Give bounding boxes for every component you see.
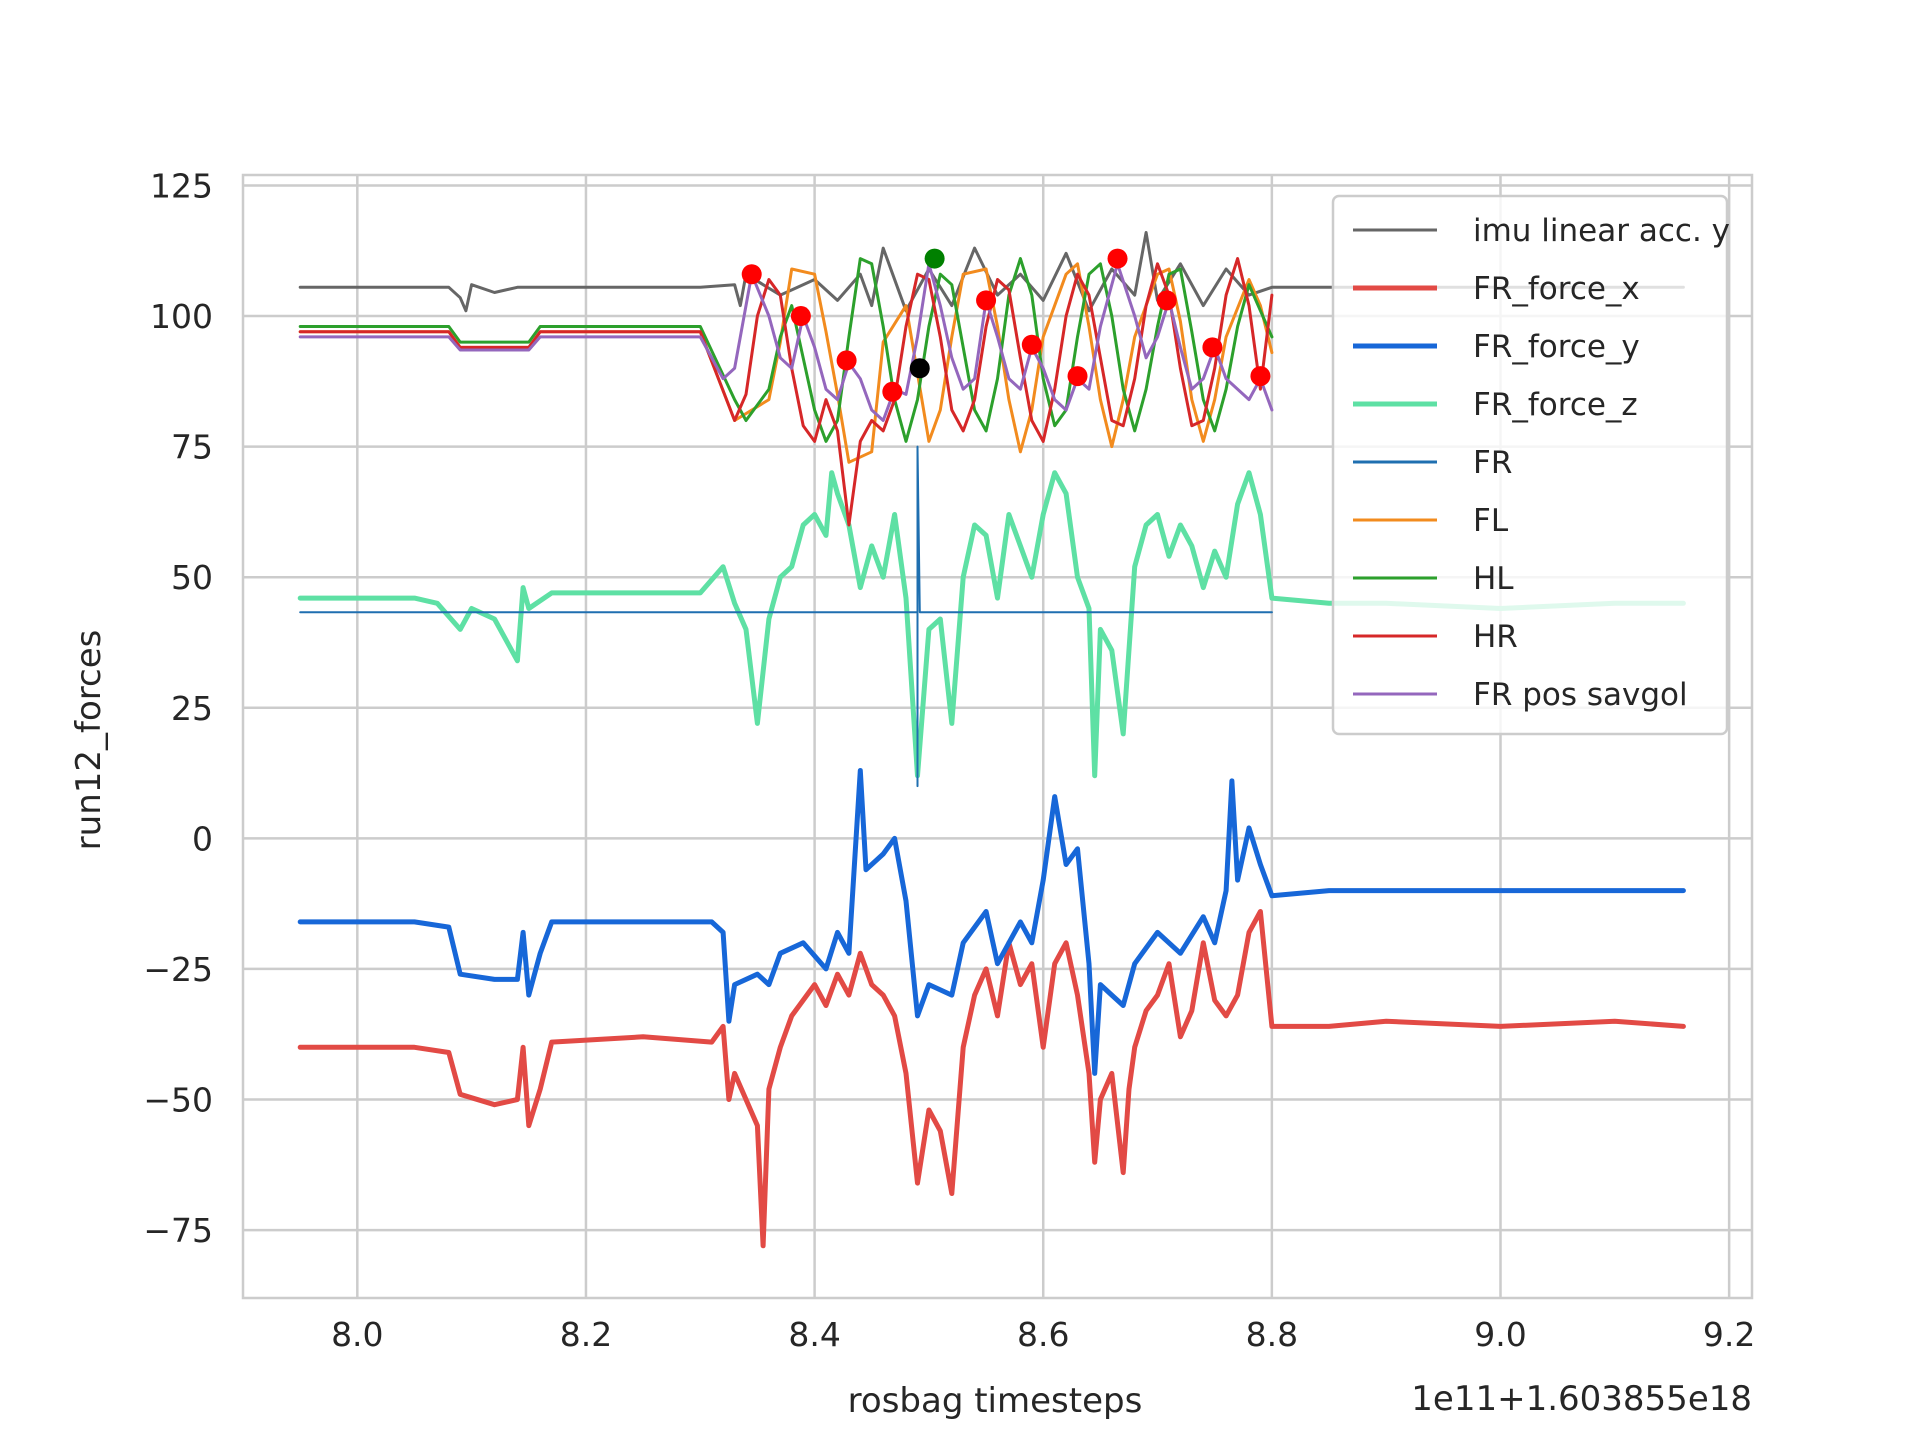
x-tick-label: 9.2 (1703, 1315, 1755, 1354)
legend-label-hl: HL (1473, 561, 1514, 597)
x-axis-label: rosbag timesteps (848, 1381, 1143, 1421)
series-line-fr-force-x (297, 909, 1686, 1249)
series-line-fr-pos-savgol (298, 262, 1274, 422)
x-tick-label: 8.6 (1017, 1315, 1069, 1354)
x-offset-label: 1e11+1.603855e18 (1411, 1379, 1752, 1419)
red-peak-marker (882, 381, 903, 402)
red-peak-marker (836, 350, 857, 371)
plot-frame (241, 173, 1754, 1300)
red-peak-marker (1107, 248, 1128, 269)
y-tick-label: 0 (192, 819, 213, 858)
series-line-fr-force-z (297, 470, 1686, 779)
legend-label-fr-force-y: FR_force_y (1473, 329, 1640, 365)
series-line-fr-force-y (297, 768, 1686, 1076)
legend-label-fr-force-z: FR_force_z (1473, 387, 1638, 423)
red-peak-marker (741, 264, 762, 285)
legend-label-fr-force-x: FR_force_x (1473, 271, 1640, 307)
x-tick-label: 8.8 (1246, 1315, 1298, 1354)
legend-label-imu-linear-acc-y: imu linear acc. y (1473, 213, 1730, 249)
red-peak-marker (1250, 366, 1271, 387)
y-tick-label: 75 (171, 428, 213, 467)
x-tick-label: 8.0 (331, 1315, 383, 1354)
legend-label-fl: FL (1473, 503, 1509, 539)
x-tick-label: 9.0 (1474, 1315, 1526, 1354)
y-tick-label: −50 (143, 1081, 213, 1120)
y-tick-label: 25 (171, 689, 213, 728)
series-line-fr (299, 445, 1273, 788)
red-peak-marker (790, 306, 811, 327)
y-tick-label: 50 (171, 558, 213, 597)
red-peak-marker (1202, 337, 1223, 358)
x-tick-label: 8.2 (560, 1315, 612, 1354)
x-tick-label: 8.4 (788, 1315, 840, 1354)
legend-label-fr-pos-savgol: FR pos savgol (1473, 677, 1688, 713)
black-peak-marker (909, 358, 930, 379)
legend-label-hr: HR (1473, 619, 1518, 655)
ticks-layer: 8.0 8.2 8.4 8.6 8.8 9.0 9.2 −75 −50 −25 0 25 50 75 100… (143, 166, 1755, 1354)
red-peak-marker (1156, 290, 1177, 311)
legend-label-fr: FR (1473, 445, 1512, 481)
y-axis-label: run12_forces (69, 630, 109, 851)
red-peak-marker (1067, 366, 1088, 387)
legend-frame (1331, 194, 1729, 736)
y-tick-label: 125 (150, 166, 213, 205)
markers-layer (741, 248, 1271, 402)
legend: imu linear acc. y FR_force_x FR_force_y FR_… (1331, 194, 1730, 736)
y-tick-label: −75 (143, 1211, 213, 1250)
red-peak-marker (1021, 334, 1042, 355)
series-line-imu-linear-acc-y (298, 231, 1685, 313)
red-peak-marker (976, 290, 997, 311)
y-tick-label: −25 (143, 950, 213, 989)
y-tick-label: 100 (150, 297, 213, 336)
series-line-fl (298, 262, 1274, 464)
green-peak-marker (924, 248, 945, 269)
